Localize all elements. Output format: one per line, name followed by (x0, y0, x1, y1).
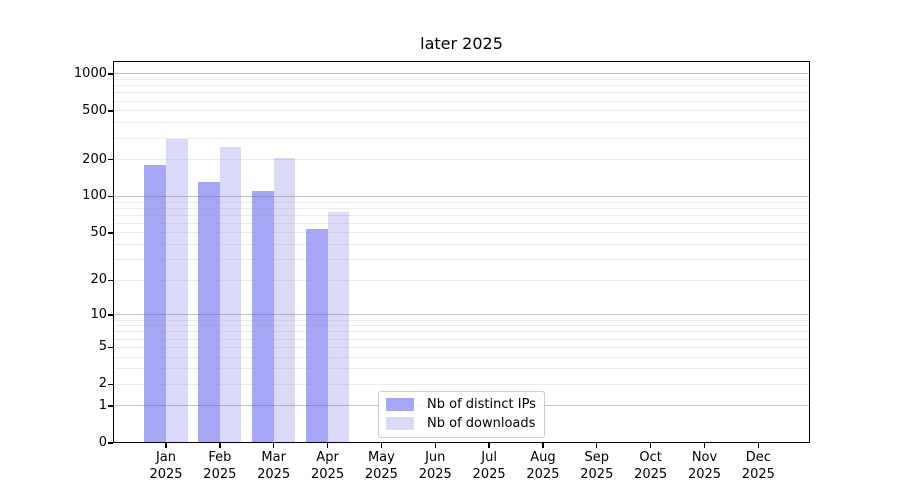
y-tick-mark (107, 442, 113, 444)
gridline-minor (113, 137, 810, 139)
gridline-major (113, 195, 810, 197)
y-tick-mark (107, 346, 113, 348)
gridline-minor (113, 159, 810, 161)
gridline-minor (113, 244, 810, 246)
y-tick-mark (107, 405, 113, 407)
x-tick-mark (165, 443, 167, 448)
gridline-minor (113, 331, 810, 333)
legend: Nb of distinct IPs Nb of downloads (378, 391, 545, 438)
x-tick-mark (649, 443, 652, 448)
gridline-minor (113, 346, 810, 348)
gridline-minor (113, 214, 810, 216)
y-tick-label: 2 (98, 376, 107, 392)
gridline-major (113, 314, 810, 316)
bar-distinct-ips-jan (144, 165, 166, 443)
y-tick-label: 20 (90, 272, 107, 288)
y-tick-label: 200 (82, 151, 107, 167)
gridline-minor (113, 92, 810, 94)
gridline-minor (113, 259, 810, 261)
y-tick-label: 0 (98, 435, 107, 450)
bars-layer (113, 61, 810, 443)
x-tick-label: Jun 2025 (418, 450, 452, 482)
x-tick-mark (273, 443, 275, 448)
gridline-minor (113, 207, 810, 209)
bar-distinct-ips-feb (198, 181, 220, 443)
x-tick-label: Sep 2025 (580, 450, 614, 482)
y-tick-label: 1 (98, 397, 107, 413)
x-tick-label: May 2025 (364, 450, 398, 482)
x-tick-label: Apr 2025 (311, 450, 345, 482)
x-tick-mark (434, 443, 436, 448)
bar-distinct-ips-mar (252, 190, 274, 443)
bar-downloads-feb (219, 146, 242, 443)
bar-downloads-apr (327, 212, 350, 443)
gridline-minor (113, 110, 810, 112)
y-tick-label: 500 (82, 102, 107, 118)
x-tick-mark (326, 443, 329, 448)
y-tick-mark (107, 110, 113, 112)
gridline-minor (113, 222, 810, 224)
plot-area (113, 61, 810, 443)
x-tick-mark (488, 443, 490, 448)
gridline-minor (113, 232, 810, 234)
gridline-minor (113, 338, 810, 340)
gridline-minor (113, 100, 810, 102)
y-tick-mark (107, 73, 113, 75)
y-tick-label: 10 (90, 306, 107, 322)
x-tick-label: Oct 2025 (634, 450, 668, 482)
gridline-minor (113, 356, 810, 358)
x-tick-label: Mar 2025 (257, 450, 291, 482)
y-tick-mark (107, 314, 113, 316)
y-tick-mark (107, 195, 113, 198)
gridline-minor (113, 79, 810, 81)
chart-title: later 2025 (420, 34, 503, 53)
x-tick-label: Jul 2025 (472, 450, 506, 482)
grid-layer (113, 61, 810, 443)
legend-label-downloads: Nb of downloads (427, 416, 536, 431)
y-tick-mark (107, 279, 113, 282)
x-tick-mark (380, 443, 383, 448)
gridline-minor (113, 201, 810, 203)
bar-downloads-mar (273, 157, 296, 443)
legend-item-downloads: Nb of downloads (386, 416, 536, 431)
legend-label-distinct-ips: Nb of distinct IPs (427, 397, 536, 412)
x-tick-label: Dec 2025 (741, 450, 775, 482)
x-tick-mark (219, 443, 221, 448)
legend-item-distinct-ips: Nb of distinct IPs (386, 397, 536, 412)
x-tick-mark (757, 443, 760, 448)
gridline-minor (113, 122, 810, 124)
y-tick-label: 5 (98, 339, 107, 355)
bar-distinct-ips-apr (305, 228, 328, 443)
x-tick-label: Jan 2025 (149, 450, 183, 482)
gridline-minor (113, 383, 810, 385)
y-tick-mark (107, 383, 113, 385)
bar-downloads-jan (166, 138, 188, 443)
gridline-minor (113, 368, 810, 370)
legend-swatch-distinct-ips (386, 398, 414, 411)
gridline-minor (113, 279, 810, 281)
x-tick-label: Nov 2025 (687, 450, 722, 482)
x-tick-label: Aug 2025 (526, 450, 560, 482)
gridline-minor (113, 319, 810, 321)
y-tick-label: 100 (82, 188, 107, 204)
gridline-major (113, 73, 810, 75)
y-tick-label: 50 (90, 224, 107, 240)
x-tick-mark (703, 443, 706, 448)
gridline-minor (113, 85, 810, 87)
gridline-minor (113, 325, 810, 327)
x-tick-mark (596, 443, 598, 448)
legend-swatch-downloads (386, 417, 414, 430)
y-tick-label: 1000 (73, 65, 107, 81)
x-tick-label: Feb 2025 (203, 450, 237, 482)
y-tick-mark (107, 232, 113, 234)
y-tick-mark (107, 159, 113, 161)
x-tick-mark (542, 443, 544, 448)
